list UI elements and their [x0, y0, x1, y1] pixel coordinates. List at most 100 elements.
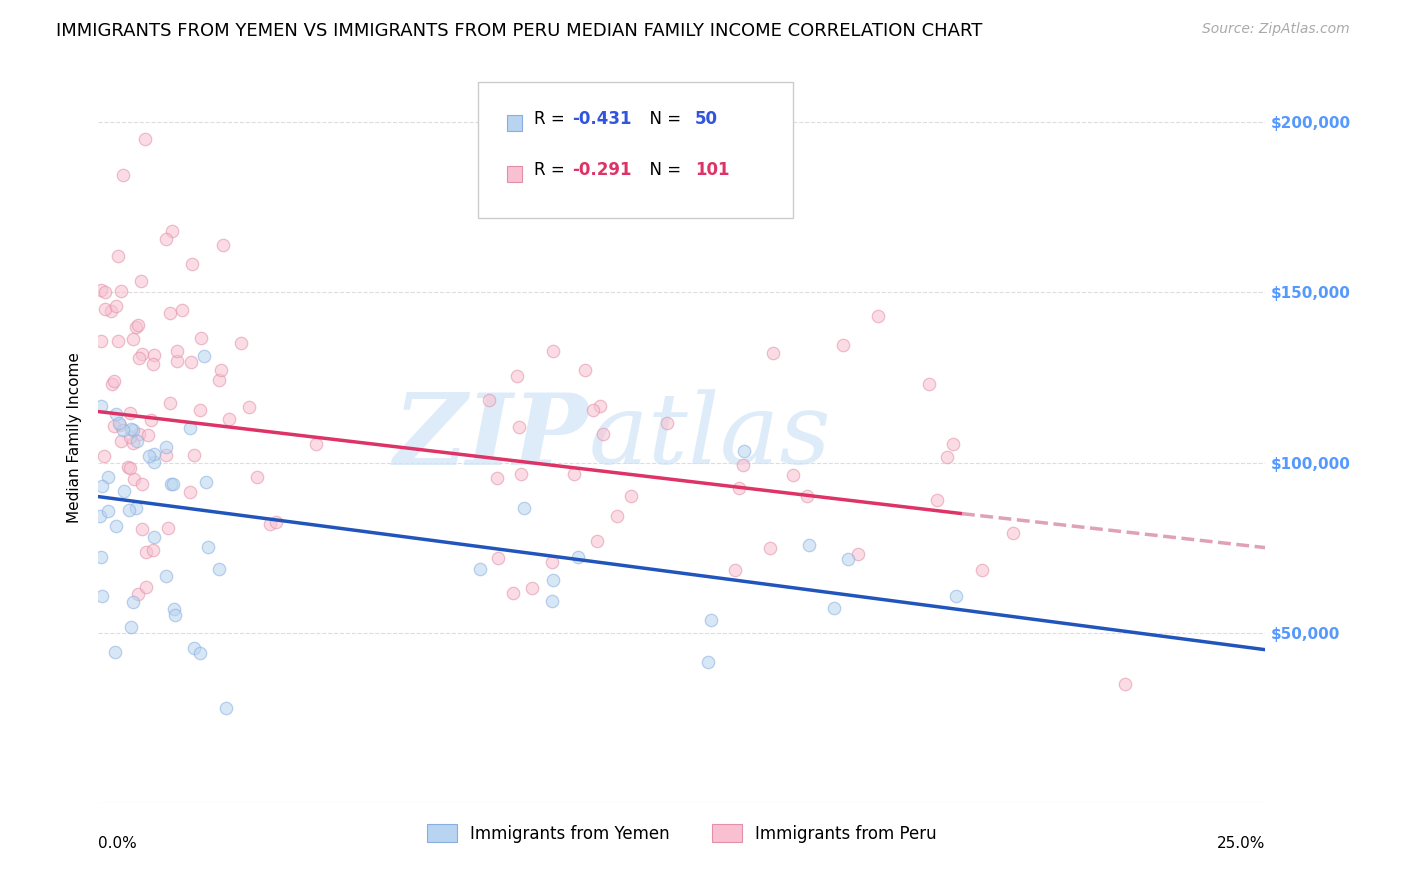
Point	[733, 444, 755, 458]
Point	[91, 589, 114, 603]
Point	[831, 338, 853, 352]
Point	[162, 602, 184, 616]
Point	[142, 348, 165, 362]
Point	[586, 534, 609, 549]
Point	[131, 522, 153, 536]
Point	[188, 646, 211, 660]
Point	[141, 413, 163, 427]
Point	[120, 620, 142, 634]
Point	[107, 334, 129, 348]
Point	[112, 484, 135, 499]
Point	[90, 334, 112, 348]
Point	[90, 550, 112, 565]
Point	[135, 580, 157, 594]
Point	[197, 540, 219, 554]
Point	[945, 589, 967, 603]
Point	[128, 351, 150, 366]
Point	[723, 563, 745, 577]
Point	[97, 504, 120, 518]
Point	[485, 471, 508, 485]
Point	[259, 516, 281, 531]
Point	[118, 461, 141, 475]
Point	[103, 374, 125, 388]
Point	[143, 447, 166, 461]
Point	[502, 585, 524, 599]
Point	[100, 377, 122, 392]
Point	[142, 357, 165, 371]
Point	[478, 393, 501, 408]
Point	[125, 501, 148, 516]
Point	[159, 396, 181, 410]
Point	[118, 503, 141, 517]
Point	[509, 467, 531, 482]
Point	[246, 470, 269, 484]
Y-axis label: Median Family Income: Median Family Income	[67, 351, 83, 523]
FancyBboxPatch shape	[478, 82, 793, 218]
Point	[1114, 677, 1136, 691]
Point	[93, 302, 115, 317]
Point	[183, 640, 205, 655]
Point	[541, 573, 564, 587]
Point	[846, 548, 869, 562]
Point	[657, 417, 679, 431]
Point	[121, 595, 143, 609]
Text: R =: R =	[534, 161, 569, 179]
Point	[696, 655, 718, 669]
Point	[122, 332, 145, 346]
Point	[209, 363, 232, 377]
Point	[118, 430, 141, 444]
Text: N =: N =	[638, 161, 686, 179]
Point	[91, 479, 114, 493]
Text: 50: 50	[695, 110, 718, 128]
Point	[190, 331, 212, 345]
Point	[90, 399, 112, 413]
Point	[925, 492, 948, 507]
FancyBboxPatch shape	[508, 166, 522, 182]
Point	[131, 347, 153, 361]
Point	[188, 402, 211, 417]
Point	[110, 434, 132, 448]
Point	[238, 401, 260, 415]
Text: IMMIGRANTS FROM YEMEN VS IMMIGRANTS FROM PERU MEDIAN FAMILY INCOME CORRELATION C: IMMIGRANTS FROM YEMEN VS IMMIGRANTS FROM…	[56, 22, 983, 40]
Point	[486, 550, 509, 565]
Point	[120, 422, 142, 436]
Point	[127, 587, 149, 601]
Point	[541, 555, 564, 569]
Point	[728, 481, 751, 495]
Point	[796, 489, 818, 503]
Point	[105, 519, 128, 533]
Point	[208, 373, 231, 387]
Point	[731, 458, 754, 473]
Point	[127, 318, 149, 332]
Point	[135, 545, 157, 559]
Point	[107, 249, 129, 263]
Point	[155, 448, 177, 462]
Point	[266, 515, 288, 529]
Point	[193, 349, 215, 363]
Legend: Immigrants from Yemen, Immigrants from Peru: Immigrants from Yemen, Immigrants from P…	[420, 818, 943, 849]
Point	[166, 344, 188, 359]
Point	[541, 343, 564, 358]
Point	[97, 470, 120, 484]
Point	[131, 477, 153, 491]
Point	[1002, 525, 1025, 540]
Point	[124, 320, 146, 334]
Point	[138, 449, 160, 463]
Point	[215, 700, 238, 714]
Point	[606, 509, 628, 524]
Point	[155, 569, 177, 583]
Point	[160, 224, 183, 238]
Point	[541, 593, 564, 607]
Point	[589, 399, 612, 413]
Point	[522, 582, 544, 596]
Point	[94, 285, 117, 299]
Point	[159, 306, 181, 320]
Point	[105, 299, 128, 313]
Point	[179, 420, 201, 434]
Point	[163, 607, 186, 622]
Point	[506, 369, 529, 384]
Point	[180, 355, 202, 369]
Point	[143, 530, 166, 544]
Point	[155, 440, 177, 454]
Point	[508, 419, 530, 434]
